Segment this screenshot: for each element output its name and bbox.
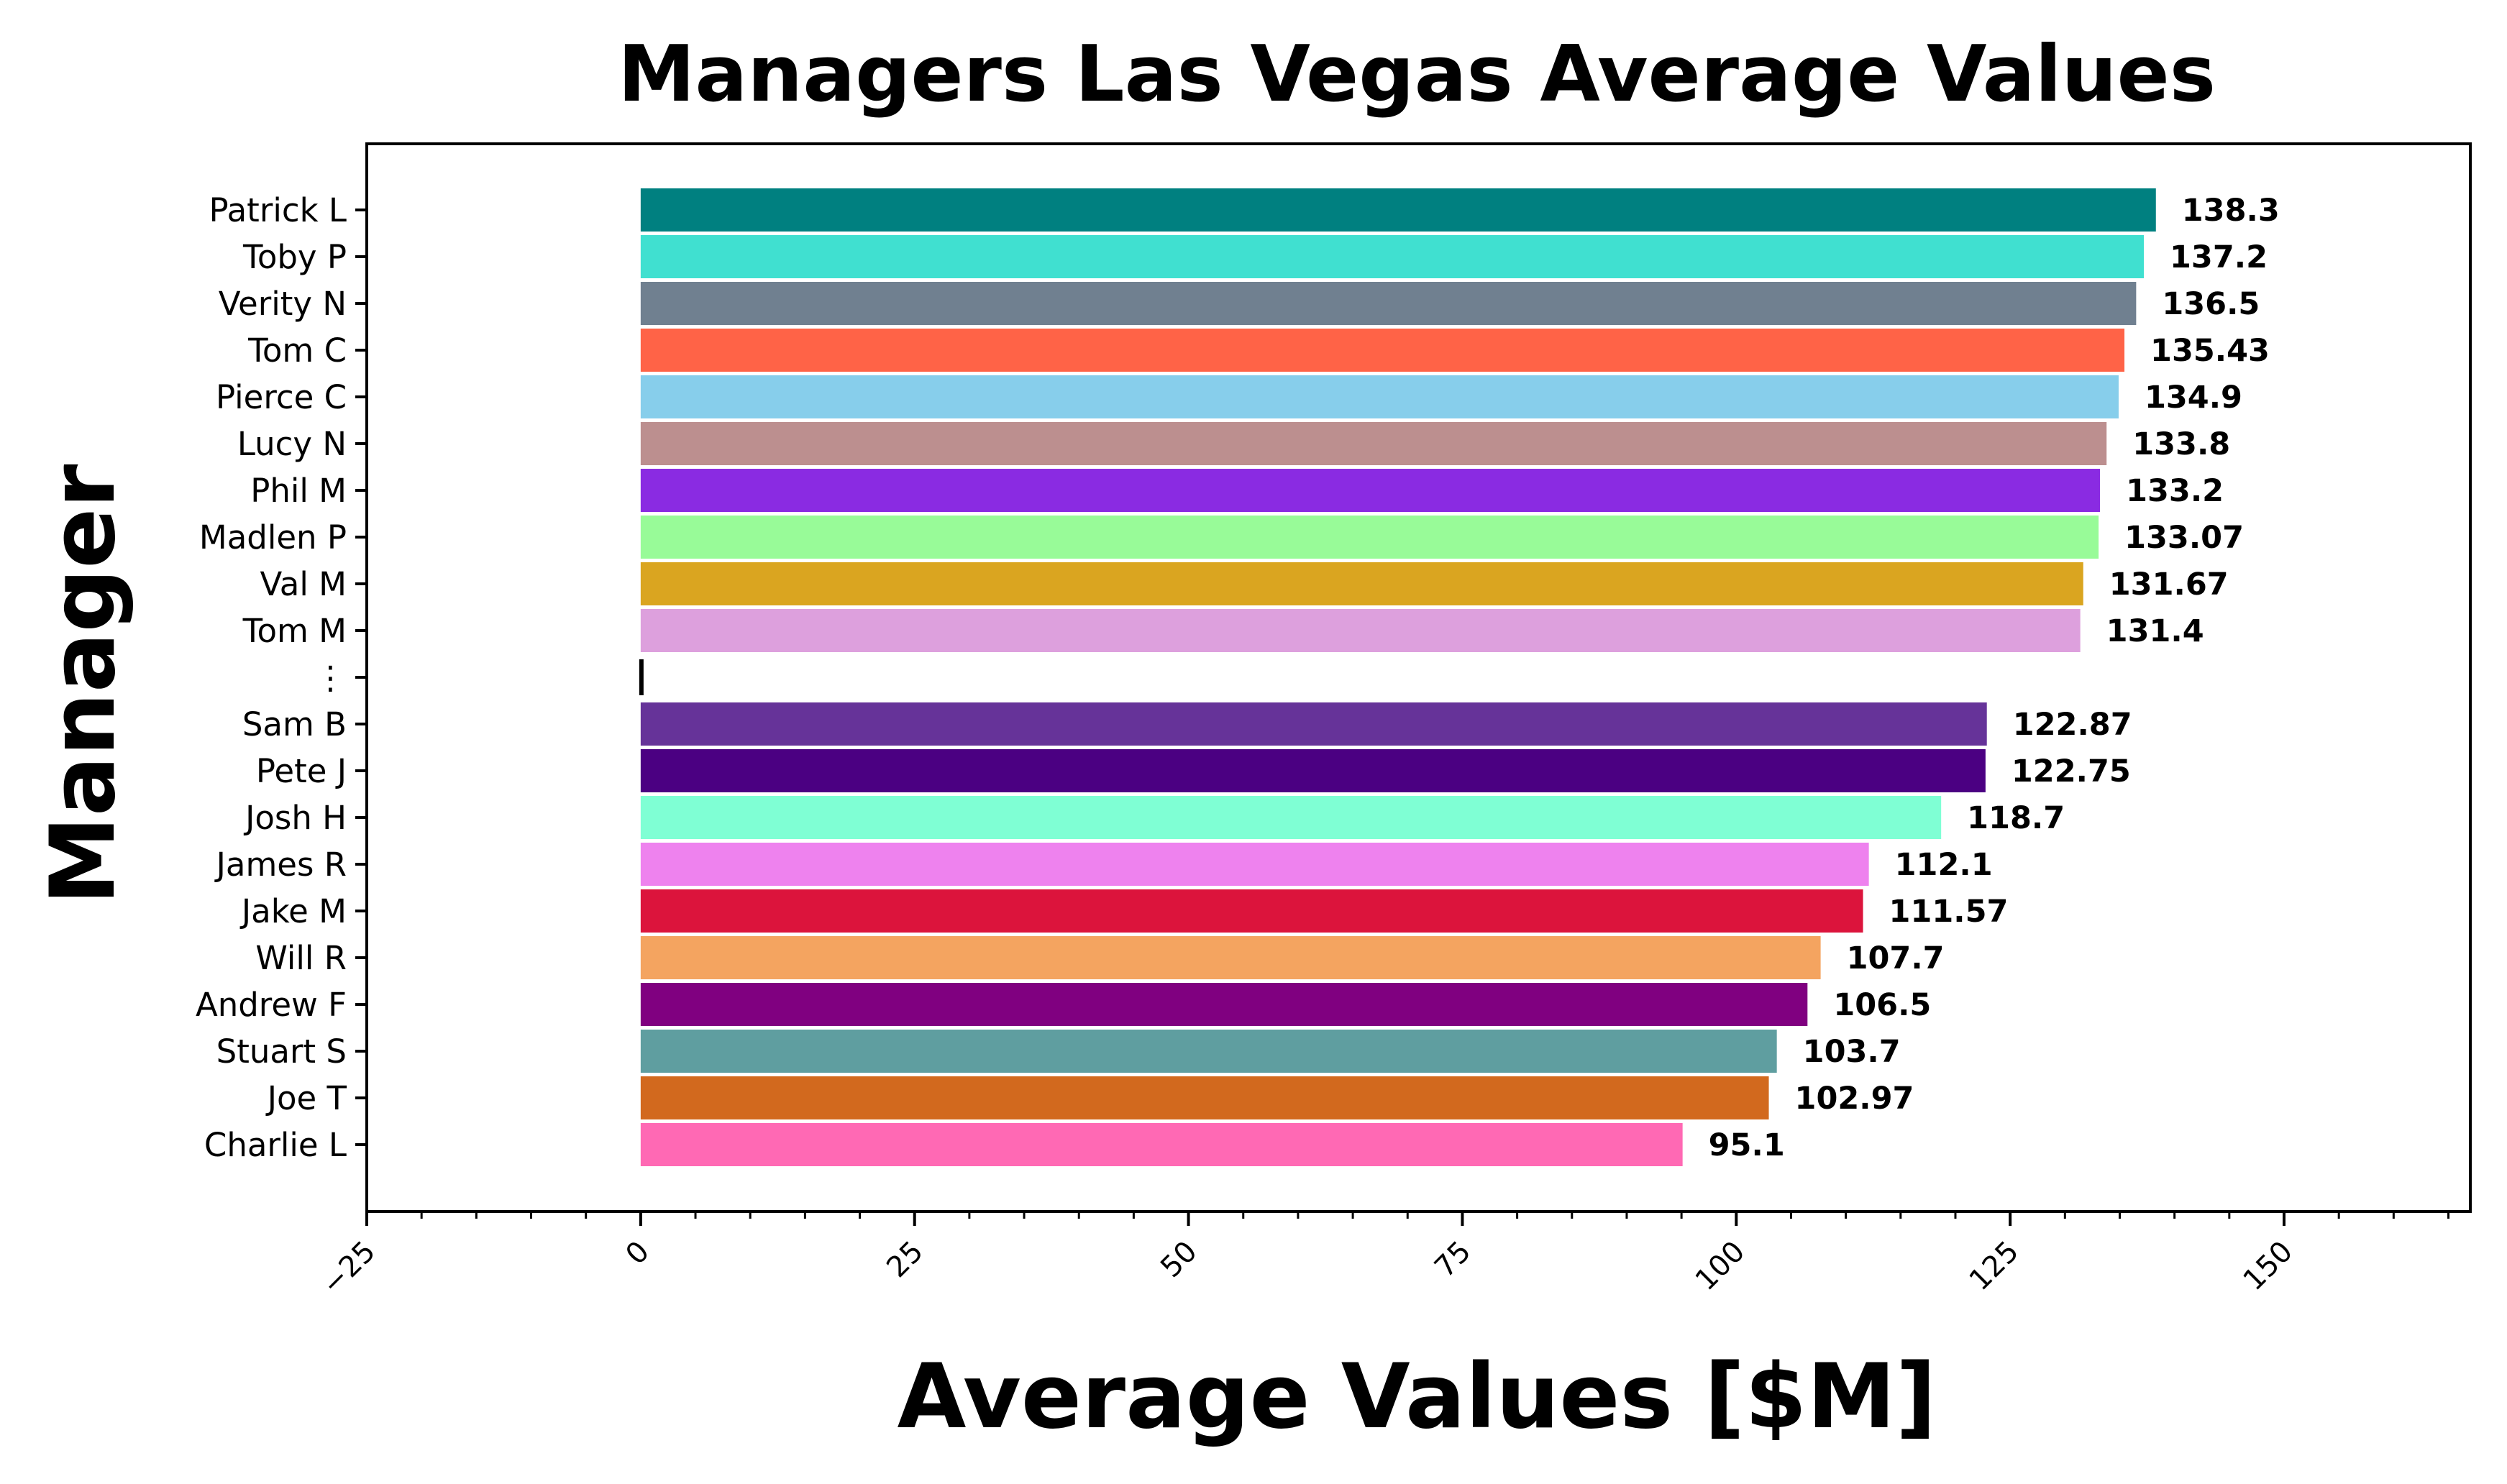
- data-label: 118.7: [1967, 800, 2065, 836]
- y-tick-label: Jake M: [239, 892, 347, 930]
- data-label: 107.7: [1847, 940, 1945, 976]
- bar: [640, 889, 1863, 933]
- data-label: 133.07: [2124, 520, 2244, 556]
- bar: [640, 469, 2101, 512]
- data-label: 103.7: [1803, 1034, 1901, 1070]
- bar: [640, 843, 1869, 886]
- data-label: 122.87: [2013, 707, 2132, 743]
- bar: [640, 329, 2125, 372]
- data-label: 136.5: [2162, 286, 2260, 322]
- y-tick-label: Lucy N: [237, 425, 347, 463]
- bar: [640, 1030, 1777, 1073]
- data-label: 135.43: [2150, 333, 2270, 369]
- y-tick-labels: Patrick L Toby P Verity N Tom C Pierce C Lucy…: [196, 191, 367, 1164]
- y-tick-label: Patrick L: [209, 191, 347, 229]
- bar: [640, 749, 1986, 792]
- y-tick-label: ⋮: [314, 659, 347, 697]
- data-label: 137.2: [2170, 239, 2268, 275]
- y-tick-label: Tom C: [247, 331, 347, 370]
- y-tick-label: Toby P: [242, 238, 347, 276]
- data-label: 133.2: [2126, 473, 2224, 509]
- x-axis-label: Average Values [$M]: [897, 1345, 1936, 1449]
- y-tick-label: Pierce C: [216, 378, 347, 416]
- bars-group: [639, 188, 2156, 1166]
- bar: [640, 282, 2137, 325]
- y-tick-label: Sam B: [242, 705, 347, 743]
- data-labels: 138.3 137.2 136.5 135.43 134.9 133.8 133.2 133.…: [1709, 193, 2280, 1163]
- y-tick-label: Josh H: [243, 799, 347, 837]
- bar: [640, 422, 2107, 465]
- y-tick-label: Will R: [255, 939, 347, 977]
- bar: [640, 796, 1942, 839]
- chart-title: Managers Las Vegas Average Values: [618, 29, 2216, 119]
- data-label: 102.97: [1795, 1081, 1914, 1117]
- y-tick-label: Phil M: [250, 472, 347, 510]
- data-label: 131.4: [2106, 613, 2204, 649]
- y-tick-label: Tom M: [242, 612, 347, 650]
- y-tick-label: Charlie L: [204, 1126, 347, 1164]
- y-tick-label: Val M: [260, 565, 347, 603]
- bar: [640, 702, 1987, 746]
- bar: [640, 983, 1808, 1026]
- separator-mark: [639, 659, 644, 695]
- data-label: 134.9: [2145, 380, 2242, 416]
- y-tick-label: Pete J: [256, 752, 347, 790]
- bar: [640, 609, 2081, 652]
- y-tick-label: Madlen P: [199, 518, 347, 556]
- plot-frame: [365, 142, 2472, 1213]
- y-axis-label: Manager: [32, 464, 135, 904]
- data-label: 106.5: [1833, 987, 1931, 1023]
- bar: [640, 188, 2156, 232]
- data-label: 138.3: [2182, 193, 2280, 229]
- bar: [640, 375, 2119, 418]
- bar: [640, 516, 2099, 559]
- y-tick-label: Joe T: [265, 1079, 347, 1117]
- data-label: 133.8: [2132, 426, 2230, 462]
- bar: [640, 936, 1821, 979]
- bar: [640, 235, 2145, 278]
- y-tick-label: Stuart S: [216, 1032, 347, 1071]
- data-label: 95.1: [1709, 1127, 1785, 1163]
- y-tick-label: James R: [214, 846, 347, 884]
- data-label: 131.67: [2109, 567, 2229, 603]
- data-label: 112.1: [1895, 847, 1993, 883]
- bar: [640, 1123, 1683, 1166]
- y-tick-label: Verity N: [219, 285, 347, 323]
- data-label: 111.57: [1889, 894, 2009, 930]
- bar: [640, 562, 2083, 605]
- bar: [640, 1076, 1769, 1119]
- data-label: 122.75: [2011, 754, 2131, 789]
- y-tick-label: Andrew F: [196, 986, 347, 1024]
